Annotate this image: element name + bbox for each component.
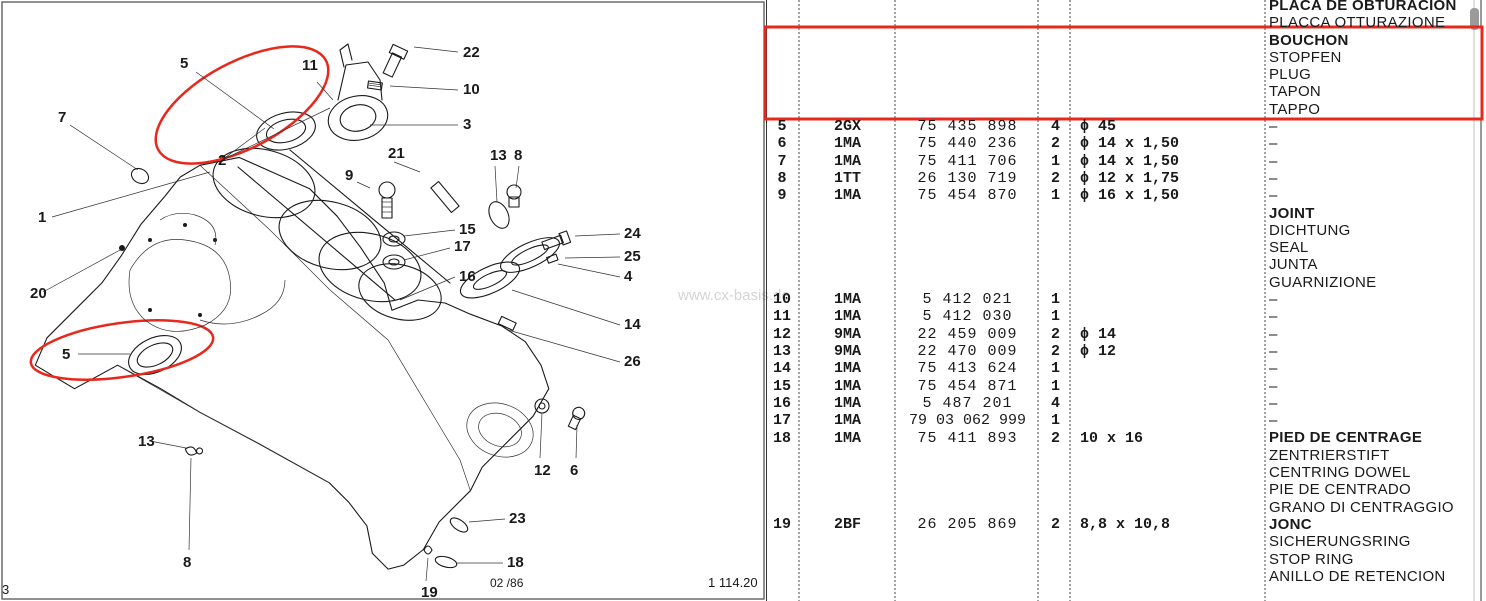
svg-text:17: 17 xyxy=(454,238,471,255)
svg-text:1: 1 xyxy=(38,209,46,226)
svg-text:3: 3 xyxy=(2,582,9,597)
svg-text:8: 8 xyxy=(183,554,191,571)
svg-text:23: 23 xyxy=(509,510,526,527)
svg-text:24: 24 xyxy=(624,225,641,242)
svg-text:14: 14 xyxy=(624,316,641,333)
svg-text:13: 13 xyxy=(490,147,507,164)
svg-text:15: 15 xyxy=(459,221,476,238)
svg-text:12: 12 xyxy=(534,462,551,479)
svg-text:26: 26 xyxy=(624,353,641,370)
svg-text:11: 11 xyxy=(302,57,318,74)
svg-text:18: 18 xyxy=(507,554,524,571)
svg-text:7: 7 xyxy=(58,109,66,126)
svg-text:5: 5 xyxy=(62,346,70,363)
svg-text:3: 3 xyxy=(463,116,471,133)
svg-text:2: 2 xyxy=(218,152,226,169)
svg-text:16: 16 xyxy=(459,268,476,285)
svg-text:21: 21 xyxy=(388,145,405,162)
svg-text:02 /86: 02 /86 xyxy=(490,576,524,590)
svg-text:13: 13 xyxy=(138,433,155,450)
svg-text:4: 4 xyxy=(624,268,633,285)
svg-text:22: 22 xyxy=(463,44,480,61)
svg-text:6: 6 xyxy=(570,462,578,479)
svg-text:5: 5 xyxy=(180,55,188,72)
svg-text:8: 8 xyxy=(514,147,522,164)
svg-text:10: 10 xyxy=(463,81,480,98)
svg-text:9: 9 xyxy=(345,167,353,184)
svg-text:25: 25 xyxy=(624,248,641,265)
svg-text:20: 20 xyxy=(30,285,47,302)
svg-text:1 114.20: 1 114.20 xyxy=(708,575,758,590)
